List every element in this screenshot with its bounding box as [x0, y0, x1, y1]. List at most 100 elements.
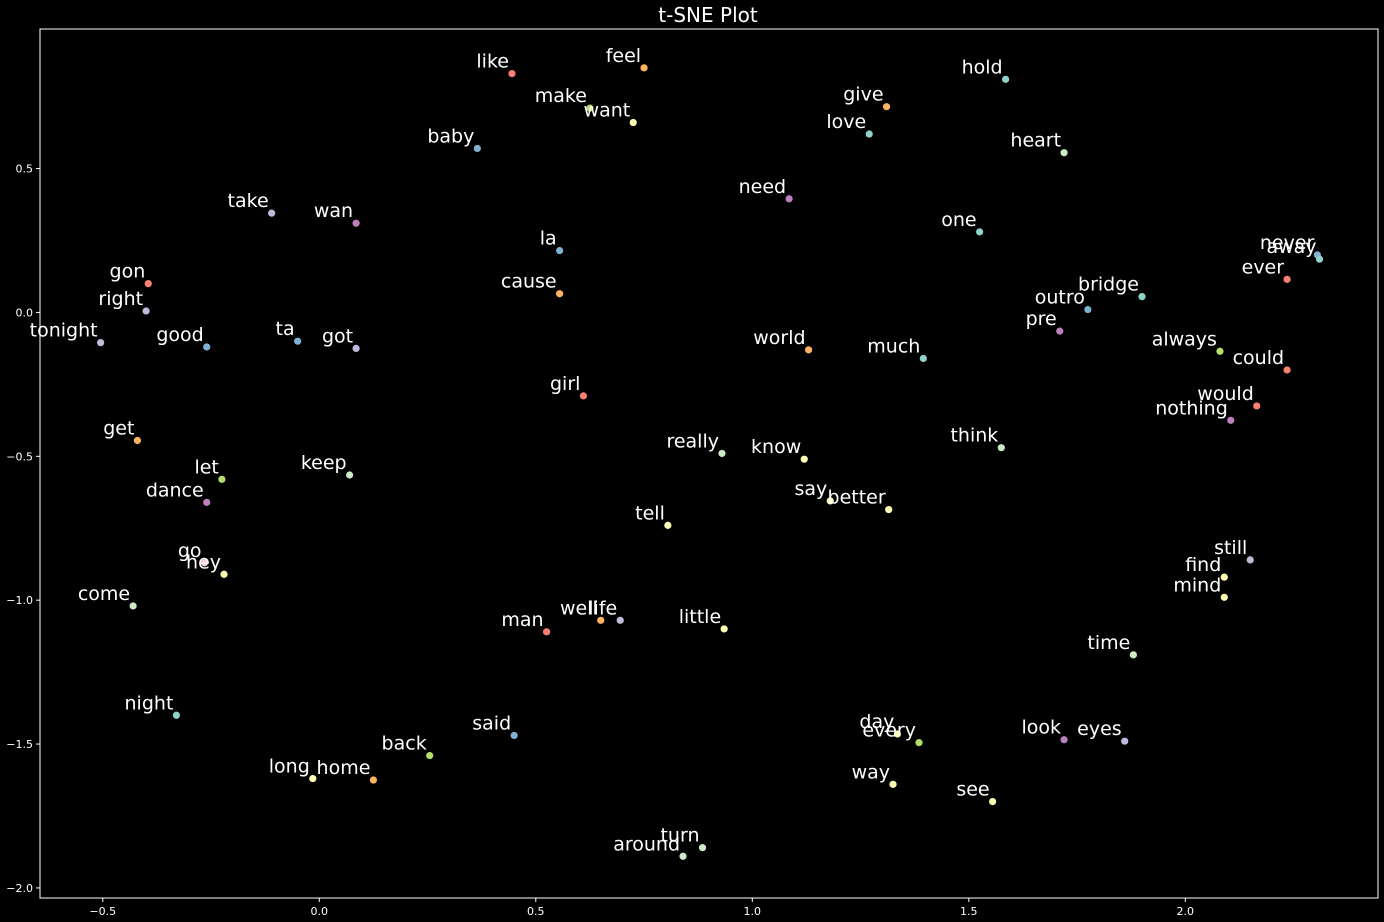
point-label-make: make [535, 85, 587, 107]
point-label-say: say [794, 478, 827, 500]
data-point-way [889, 780, 897, 788]
point-label-take: take [228, 190, 269, 212]
data-point-love [865, 130, 873, 138]
point-label-long: long [269, 756, 310, 778]
scatter-points [97, 64, 1324, 860]
data-point-ever [1283, 275, 1291, 283]
point-label-every: every [862, 720, 916, 742]
y-tick-label: 0.5 [16, 163, 34, 176]
data-point-find [1220, 573, 1228, 581]
data-point-go [200, 559, 209, 567]
point-label-feel: feel [606, 45, 641, 67]
point-label-think: think [950, 425, 998, 447]
data-point-wan [352, 219, 360, 227]
x-tick-label: 0.5 [527, 905, 545, 918]
point-label-girl: girl [550, 373, 580, 395]
point-label-home: home [317, 757, 371, 779]
data-point-said [510, 731, 518, 740]
data-point-heart [1060, 149, 1068, 157]
point-label-ever: ever [1242, 256, 1285, 278]
point-label-would: would [1197, 383, 1254, 405]
point-label-need: need [739, 176, 786, 198]
data-point-look [1060, 736, 1068, 744]
data-point-always [1216, 347, 1224, 355]
point-label-outro: outro [1035, 287, 1085, 309]
point-label-got: got [322, 325, 353, 347]
point-label-still: still [1214, 537, 1247, 559]
point-label-see: see [956, 779, 989, 801]
data-point-could [1283, 366, 1291, 374]
point-label-way: way [852, 761, 890, 783]
point-label-go: go [178, 540, 202, 562]
point-label-night: night [125, 692, 174, 714]
point-label-well: well [560, 597, 598, 619]
data-point-need [785, 195, 793, 203]
data-point-bridge [1138, 293, 1146, 301]
data-point-see [989, 798, 997, 806]
data-point-pre [1056, 327, 1064, 335]
point-label-let: let [194, 456, 218, 478]
data-point-away [1315, 255, 1324, 263]
y-axis: −2.0 −1.5 −1.0 −0.5 0.0 0.5 [6, 163, 40, 895]
data-point-home [369, 776, 378, 784]
data-point-right [142, 307, 150, 315]
point-label-time: time [1087, 632, 1130, 654]
y-tick-label: 0.0 [16, 306, 34, 319]
data-point-every [915, 739, 923, 747]
data-point-like [508, 70, 516, 78]
data-point-well [597, 616, 605, 624]
data-point-let [218, 475, 226, 483]
point-label-keep: keep [301, 452, 347, 474]
point-label-tonight: tonight [30, 320, 98, 342]
data-point-around [679, 852, 687, 860]
point-label-right: right [98, 288, 143, 310]
x-tick-label: 1.5 [960, 905, 978, 918]
data-point-good [203, 343, 211, 351]
data-point-cause [556, 290, 564, 298]
data-point-really [718, 449, 726, 458]
point-label-hold: hold [962, 56, 1003, 78]
point-label-pre: pre [1026, 308, 1057, 330]
data-point-much [919, 354, 927, 363]
data-point-would [1253, 402, 1261, 410]
point-label-cause: cause [501, 271, 557, 293]
data-point-life [616, 616, 624, 624]
point-label-said: said [472, 712, 511, 734]
data-point-hold [1002, 75, 1010, 83]
point-label-love: love [826, 111, 866, 133]
plot-area [39, 28, 1379, 899]
data-point-world [804, 346, 813, 354]
point-label-could: could [1233, 347, 1284, 369]
data-point-la [556, 246, 564, 255]
point-label-around: around [613, 833, 680, 855]
data-point-still [1246, 556, 1254, 564]
data-point-better [885, 505, 893, 514]
point-label-want: want [584, 100, 631, 122]
y-tick-label: −1.0 [6, 594, 33, 607]
data-point-mind [1220, 593, 1228, 601]
data-point-know [800, 455, 808, 463]
point-label-really: really [666, 430, 719, 452]
point-label-always: always [1152, 328, 1217, 350]
data-point-nothing [1227, 416, 1235, 424]
data-point-night [172, 711, 180, 719]
point-label-never: never [1260, 232, 1315, 254]
point-label-wan: wan [314, 200, 353, 222]
point-label-eyes: eyes [1077, 718, 1122, 740]
data-point-eyes [1121, 737, 1129, 745]
y-tick-label: −2.0 [6, 882, 33, 895]
data-point-gon [144, 280, 152, 288]
point-label-dance: dance [146, 479, 204, 501]
point-label-know: know [751, 436, 801, 458]
data-point-little [720, 625, 728, 633]
data-point-time [1129, 651, 1137, 659]
data-point-ta [294, 337, 302, 345]
point-label-much: much [867, 335, 920, 357]
point-label-one: one [941, 209, 976, 231]
x-tick-label: 2.0 [1177, 905, 1195, 918]
data-point-back [426, 751, 434, 760]
point-label-ta: ta [276, 318, 295, 340]
point-label-come: come [78, 583, 130, 605]
